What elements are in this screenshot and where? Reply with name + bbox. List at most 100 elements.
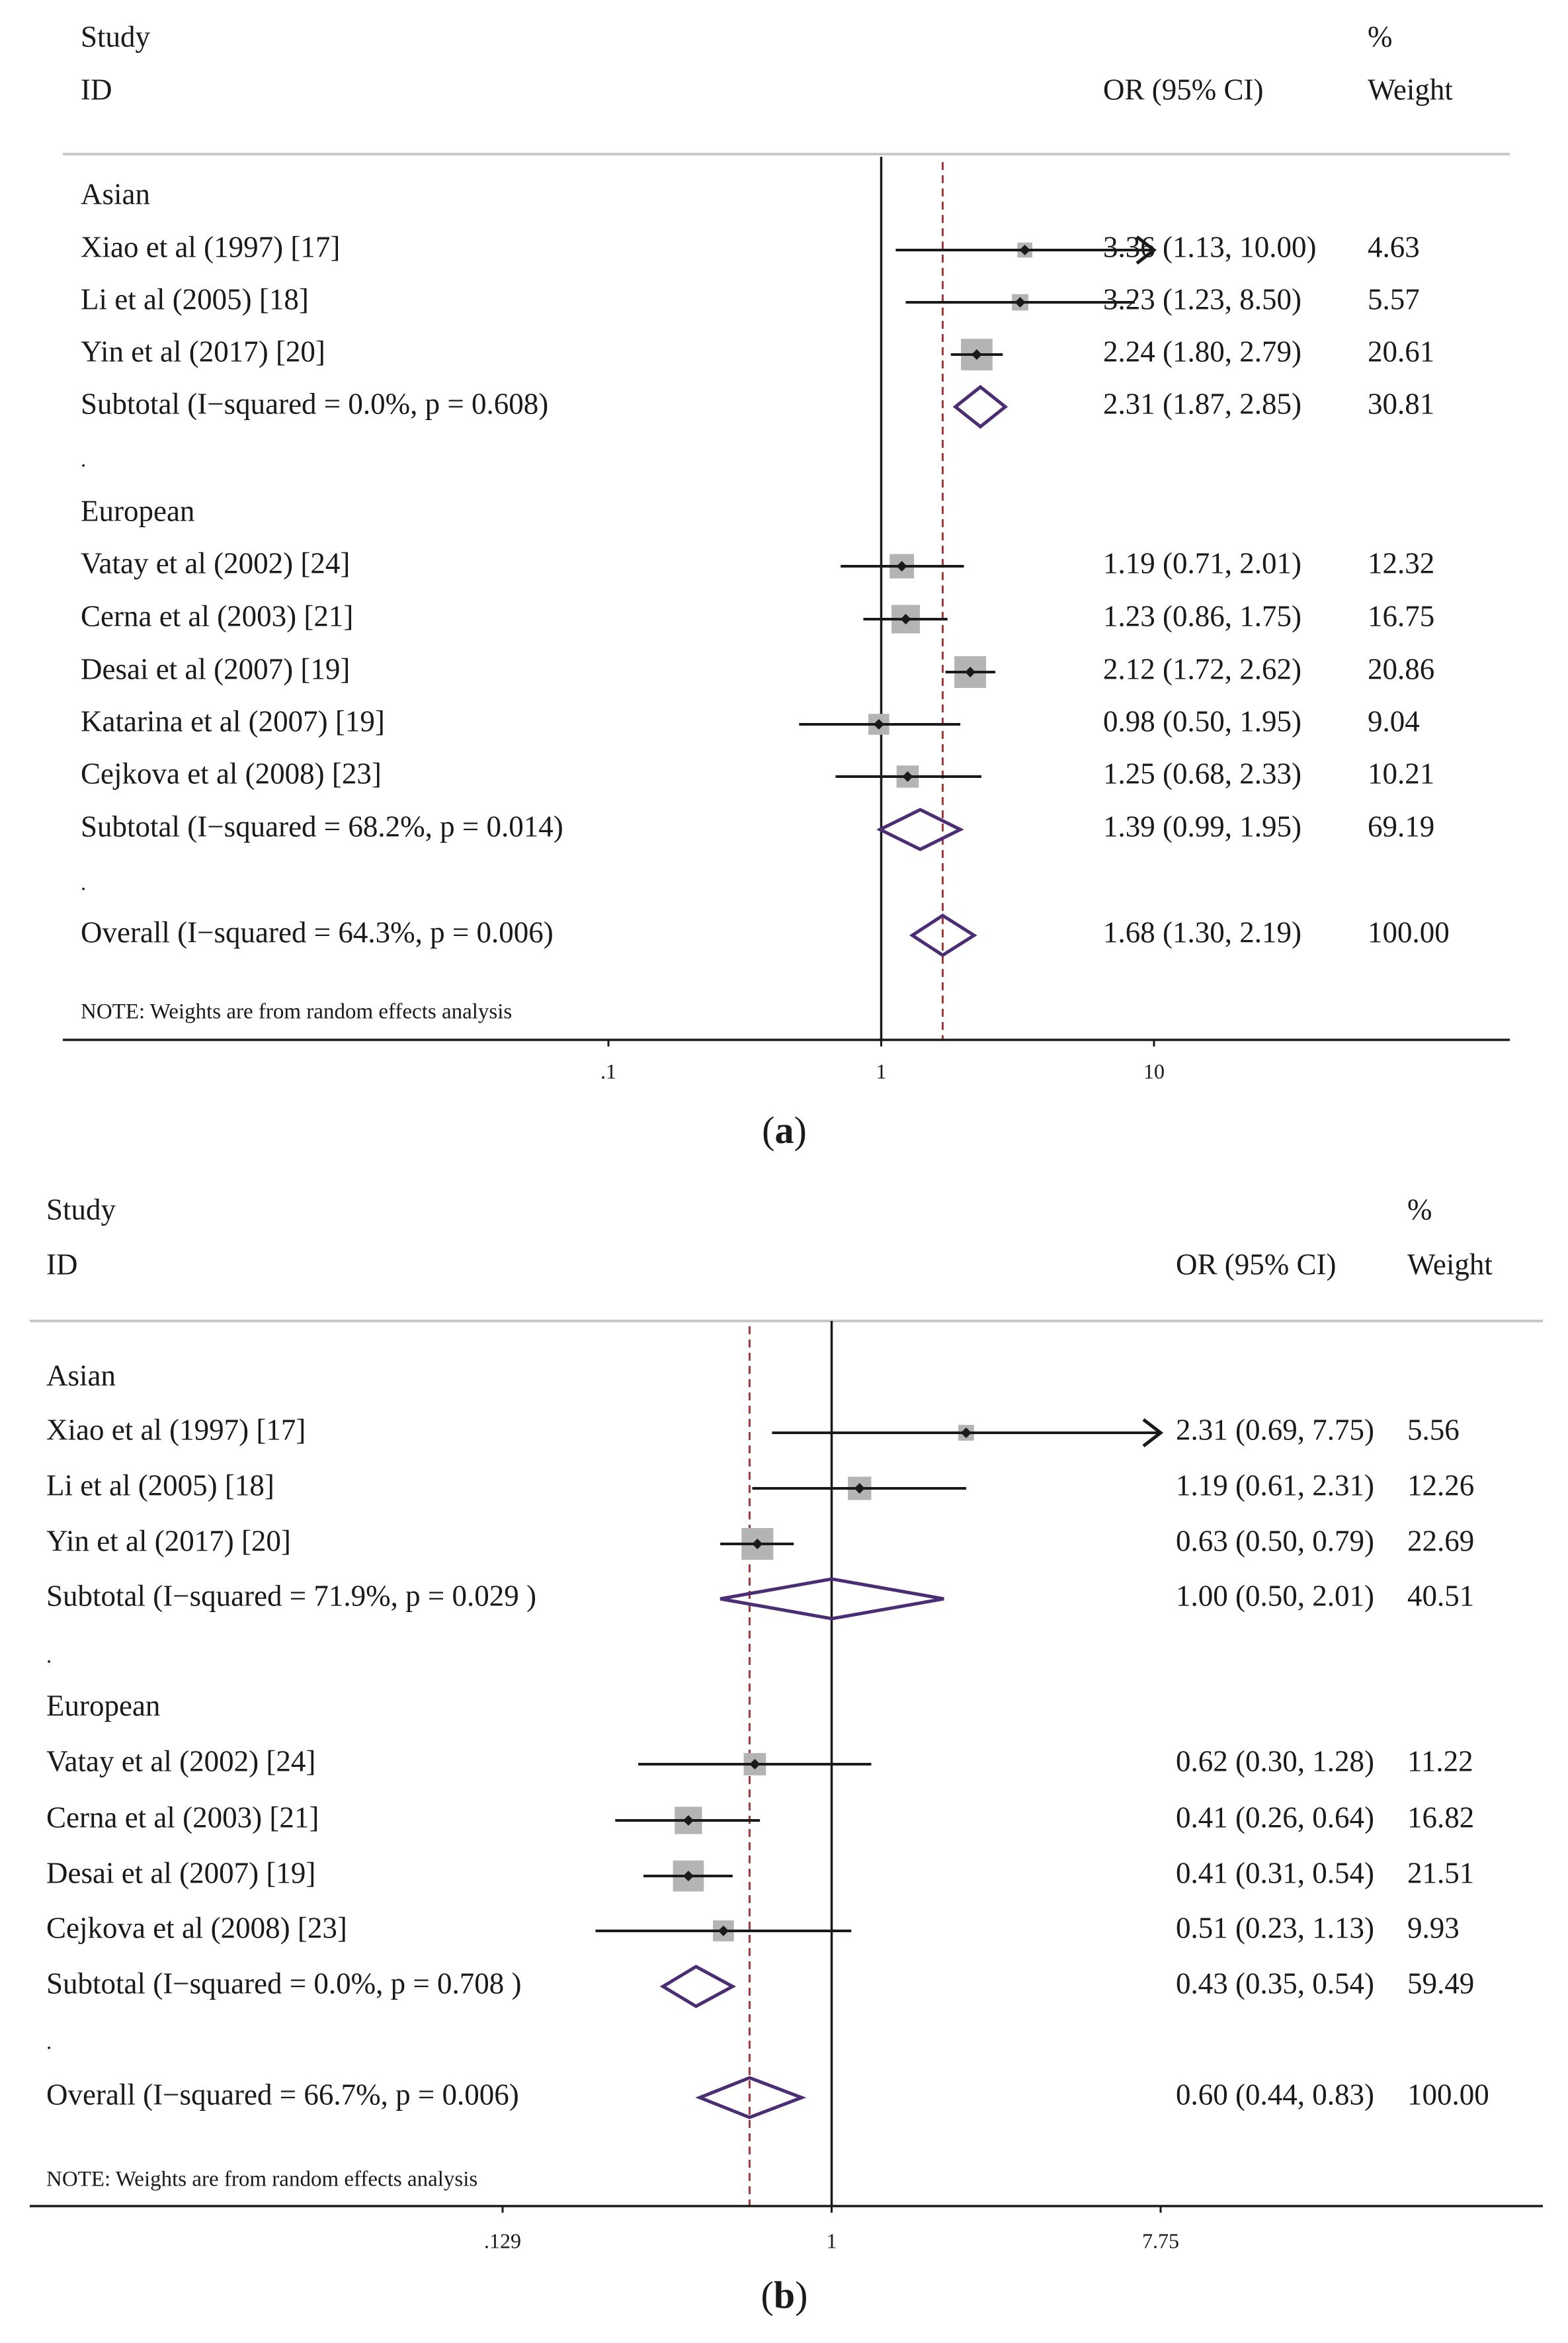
weight-value: 16.82 <box>1407 1801 1474 1834</box>
weight-value: 4.63 <box>1368 230 1420 263</box>
row-spacer-dot: . <box>46 1644 52 1668</box>
study-label: Katarina et al (2007) [19] <box>81 704 385 738</box>
panel-caption: (a) <box>762 1109 807 1152</box>
weight-value: 9.93 <box>1407 1911 1460 1944</box>
weight-value: 16.75 <box>1368 599 1434 632</box>
subtotal-diamond <box>876 808 964 851</box>
group-label: European <box>46 1689 160 1722</box>
ci-arrow-head <box>1135 235 1157 265</box>
row-spacer-dot: . <box>81 448 86 472</box>
point-estimate <box>1019 245 1030 255</box>
study-label: Vatay et al (2002) [24] <box>46 1744 315 1777</box>
group-label: European <box>81 494 194 527</box>
or-ci-value: 0.41 (0.31, 0.54) <box>1176 1856 1374 1889</box>
or-ci-value: 1.68 (1.30, 2.19) <box>1103 916 1301 949</box>
study-label: Li et al (2005) [18] <box>81 282 309 316</box>
study-label: Xiao et al (1997) [17] <box>81 230 340 263</box>
or-ci-value: 1.25 (0.68, 2.33) <box>1103 757 1301 790</box>
study-label: Yin et al (2017) [20] <box>46 1524 291 1557</box>
or-ci-value: 0.51 (0.23, 1.13) <box>1176 1911 1374 1944</box>
point-estimate <box>896 561 907 572</box>
header-id: ID <box>46 1248 77 1281</box>
weight-value: 21.51 <box>1407 1856 1474 1889</box>
point-estimate <box>682 1871 694 1881</box>
weight-value: 9.04 <box>1368 704 1420 738</box>
or-ci-value: 2.12 (1.72, 2.62) <box>1103 652 1301 685</box>
header-study: Study <box>46 1193 116 1226</box>
study-label: Cejkova et al (2008) [23] <box>81 757 382 790</box>
x-tick-label: .129 <box>484 2229 521 2252</box>
header-weight: Weight <box>1368 73 1453 106</box>
weight-value: 30.81 <box>1368 387 1434 420</box>
or-ci-value: 1.39 (0.99, 1.95) <box>1103 810 1301 843</box>
x-tick-label: 1 <box>876 1059 887 1083</box>
study-label: Desai et al (2007) [19] <box>46 1856 315 1889</box>
panel-caption: (b) <box>761 2274 808 2317</box>
forest-panel-b: Study ID OR (95% CI)% Weight .129 1 7.75 Asian X… <box>30 1193 1543 2317</box>
or-ci-value: 0.98 (0.50, 1.95) <box>1103 704 1301 738</box>
weight-value: 100.00 <box>1368 916 1450 949</box>
or-ci-value: 3.36 (1.13, 10.00) <box>1103 230 1316 263</box>
overall-label: Overall (I−squared = 64.3%, p = 0.006) <box>81 916 554 949</box>
or-ci-value: 0.63 (0.50, 0.79) <box>1176 1524 1374 1557</box>
weight-value: 100.00 <box>1407 2078 1489 2111</box>
point-estimate <box>1014 297 1026 308</box>
subtotal-label: Subtotal (I−squared = 0.0%, p = 0.608) <box>81 387 548 420</box>
or-ci-value: 3.23 (1.23, 8.50) <box>1103 282 1301 316</box>
x-tick-label: 1 <box>827 2229 837 2252</box>
point-estimate <box>682 1815 694 1826</box>
header-study: Study <box>81 20 151 53</box>
point-estimate <box>900 614 911 624</box>
study-label: Yin et al (2017) [20] <box>81 335 325 368</box>
header-percent: % <box>1368 20 1393 53</box>
group-label: Asian <box>46 1359 116 1392</box>
subtotal-diamond <box>720 1577 944 1621</box>
point-estimate <box>902 771 913 782</box>
overall-diamond <box>909 914 977 957</box>
overall-diamond <box>695 2076 807 2119</box>
subtotal-diamond <box>659 1965 737 2008</box>
point-estimate <box>752 1539 763 1549</box>
weight-value: 10.21 <box>1368 757 1434 790</box>
weight-value: 12.32 <box>1368 546 1434 579</box>
subtotal-label: Subtotal (I−squared = 0.0%, p = 0.708 ) <box>46 1967 522 2000</box>
subtotal-label: Subtotal (I−squared = 68.2%, p = 0.014) <box>81 810 563 843</box>
weight-value: 20.61 <box>1368 335 1434 368</box>
weight-value: 59.49 <box>1407 1967 1474 2000</box>
row-spacer-dot: . <box>46 2031 52 2055</box>
ci-arrow-head <box>1142 1418 1164 1447</box>
or-ci-value: 2.31 (0.69, 7.75) <box>1176 1413 1374 1446</box>
point-estimate <box>749 1759 761 1769</box>
weight-value: 20.86 <box>1368 652 1434 685</box>
weights-note: NOTE: Weights are from random effects an… <box>81 1000 512 1024</box>
weights-note: NOTE: Weights are from random effects an… <box>46 2168 477 2192</box>
study-label: Xiao et al (1997) [17] <box>46 1413 306 1446</box>
weight-value: 40.51 <box>1407 1579 1474 1612</box>
or-ci-value: 1.19 (0.71, 2.01) <box>1103 546 1301 579</box>
study-label: Cerna et al (2003) [21] <box>46 1801 319 1834</box>
forest-panel-a: Study ID OR (95% CI)% Weight .1 1 10 Asian Xiao … <box>63 20 1510 1152</box>
or-ci-value: 2.31 (1.87, 2.85) <box>1103 387 1301 420</box>
study-label: Li et al (2005) [18] <box>46 1469 274 1502</box>
x-tick-label: .1 <box>600 1059 616 1083</box>
study-label: Cerna et al (2003) [21] <box>81 599 353 632</box>
header-or-ci: OR (95% CI) <box>1103 73 1263 106</box>
weight-value: 5.57 <box>1368 282 1420 316</box>
header-weight: Weight <box>1407 1248 1493 1281</box>
point-estimate <box>971 349 982 360</box>
x-tick-label: 7.75 <box>1142 2229 1179 2252</box>
point-estimate <box>960 1427 971 1438</box>
weight-value: 5.56 <box>1407 1413 1460 1446</box>
or-ci-value: 2.24 (1.80, 2.79) <box>1103 335 1301 368</box>
header-percent: % <box>1407 1193 1432 1226</box>
subtotal-label: Subtotal (I−squared = 71.9%, p = 0.029 ) <box>46 1579 536 1612</box>
header-id: ID <box>81 73 112 106</box>
point-estimate <box>873 719 884 730</box>
point-estimate <box>854 1483 865 1494</box>
or-ci-value: 0.62 (0.30, 1.28) <box>1176 1744 1374 1777</box>
header-or-ci: OR (95% CI) <box>1176 1248 1336 1281</box>
study-label: Vatay et al (2002) [24] <box>81 546 350 579</box>
or-ci-value: 1.00 (0.50, 2.01) <box>1176 1579 1374 1612</box>
